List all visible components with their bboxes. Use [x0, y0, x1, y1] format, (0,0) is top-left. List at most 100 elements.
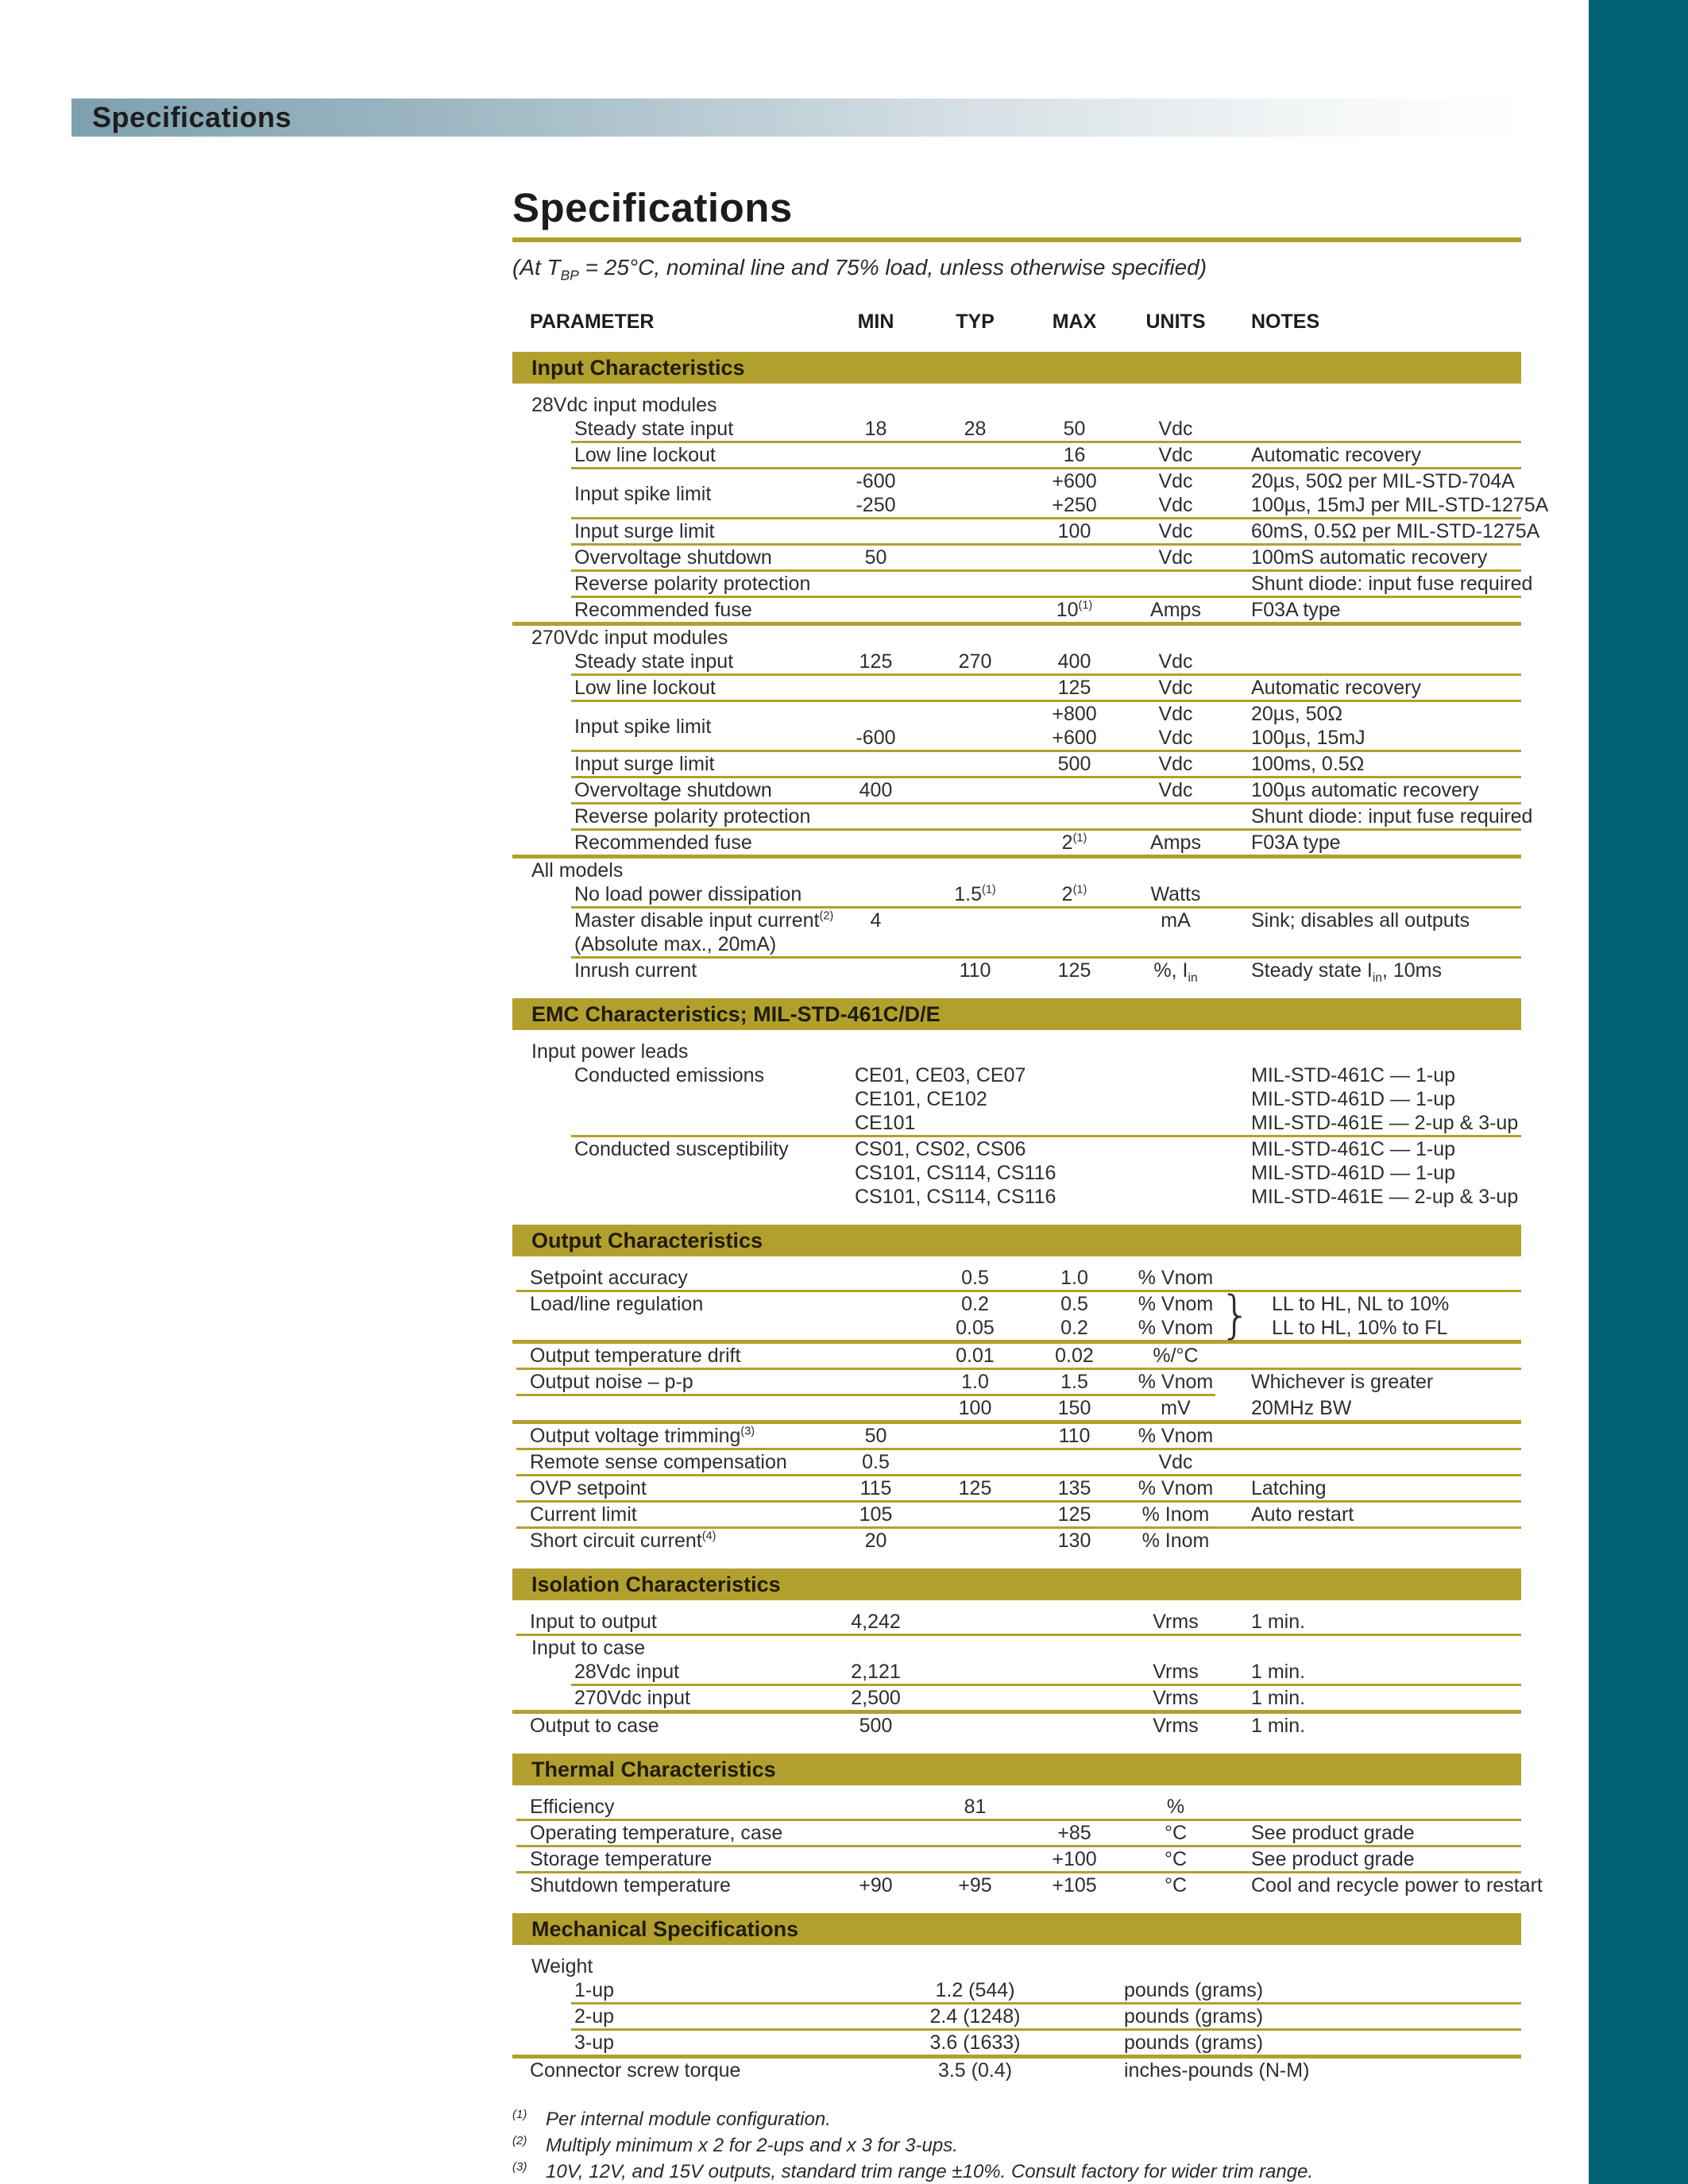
footnote: (3) 10V, 12V, and 15V outputs, standard t… [512, 2159, 1521, 2184]
row-separator [512, 1420, 1521, 1424]
parameter-cell: Master disable input current(2) [574, 909, 834, 932]
min-cell: 4 [870, 909, 882, 932]
notes-cell: 1 min. [1251, 1687, 1306, 1709]
table-row: Remote sense compensation 0.5 Vdc [512, 1450, 1521, 1476]
notes-cell: Whichever is greater [1251, 1371, 1434, 1393]
parameter-cell: Steady state input [574, 418, 734, 440]
parameter-cell: Low line lockout [574, 444, 716, 466]
units-cell: °C [1164, 1822, 1188, 1844]
units-cell: °C [1164, 1874, 1188, 1897]
typ-cell [925, 726, 1025, 750]
notes-cell [1227, 2059, 1521, 2082]
parameter-cell: OVP setpoint [530, 1477, 647, 1499]
units-cell: Vdc [1158, 650, 1193, 673]
units-cell: % Vnom [1138, 1425, 1214, 1447]
max-cell [1025, 2059, 1124, 2082]
row-separator [571, 700, 1521, 702]
notes-cell: 100mS automatic recovery [1251, 546, 1488, 569]
table-row: Load/line regulation 0.2 0.5% Vnom LL to HL… [512, 1286, 1521, 1345]
parameter-cell: Storage temperature [530, 1848, 713, 1870]
row-separator [512, 1340, 1521, 1344]
parameter-cell: 1-up [574, 1979, 615, 2001]
row-separator [571, 467, 1521, 469]
min-cell [826, 1266, 925, 1290]
parameter-cell: Current limit [530, 1503, 637, 1526]
max-cell: +100 [1052, 1848, 1097, 1870]
max-cell: +85 [1057, 1822, 1091, 1844]
min-cell [826, 805, 925, 828]
typ-cell: 81 [964, 1796, 987, 1818]
table-row: Output to case 500 Vrms 1 min. [512, 1714, 1521, 1738]
header-max: MAX [1052, 311, 1097, 333]
footnote-marker: (2) [512, 2134, 527, 2147]
notes-cell: Cool and recycle power to restart [1251, 1874, 1543, 1897]
min-cell: 125 [859, 650, 893, 673]
typ-cell [925, 1847, 1025, 1871]
units-cell: pounds (grams) [1124, 2005, 1264, 2028]
footnote-text: Multiply minimum x 2 for 2-ups and x 3 f… [546, 2135, 958, 2156]
table-row: Short circuit current(4) 20 130 % Inom [512, 1529, 1521, 1553]
table-row: OVP setpoint 115 125 135 % Vnom Latching [512, 1476, 1521, 1503]
notes-cell: Automatic recovery [1251, 677, 1421, 699]
page-title: Specifications [512, 185, 793, 230]
parameter-cell: Input to output [530, 1611, 657, 1633]
section-bar: EMC Characteristics; MIL-STD-461C/D/E [512, 998, 1521, 1030]
min-cell [826, 1847, 925, 1871]
typ-cell [925, 1450, 1025, 1474]
parameter-cell: Overvoltage shutdown [574, 779, 772, 801]
notes-cell [1227, 1978, 1521, 2002]
typ-cell [925, 1714, 1025, 1738]
table-row: Conducted emissions CE01, CE03, CE07 MIL-S… [512, 1063, 1521, 1137]
units-cell: % Vnom [1138, 1317, 1214, 1339]
spec-table: PARAMETER MIN TYP MAX UNITS NOTES Input … [512, 307, 1548, 2082]
row-separator [571, 750, 1521, 752]
units-cell: Vrms [1153, 1661, 1199, 1683]
min-cell: 50 [864, 546, 887, 569]
header-min: MIN [857, 311, 894, 333]
units-cell: % [1166, 1796, 1185, 1818]
notes-cell: 100µs automatic recovery [1251, 779, 1479, 801]
units-cell: Watts [1150, 883, 1201, 905]
units-cell [1124, 1063, 1227, 1087]
units-cell: Vrms [1153, 1687, 1199, 1709]
min-cell [826, 831, 925, 855]
max-cell: 1.0 [1060, 1267, 1088, 1289]
max-cell: 100 [1057, 520, 1091, 542]
table-group-row: 28Vdc input modules [512, 393, 1521, 417]
parameter-cell: Short circuit current(4) [530, 1530, 717, 1552]
parameter-cell: Conducted emissions [574, 1064, 765, 1086]
min-cell [826, 752, 925, 776]
units-cell: % Inom [1141, 1530, 1210, 1552]
min-cell [826, 702, 925, 726]
row-separator [571, 517, 1521, 519]
row-separator [516, 1634, 1521, 1636]
units-cell: Vdc [1158, 520, 1193, 542]
min-cell [826, 1292, 925, 1316]
max-cell: +600 [1052, 727, 1097, 749]
section-bar: Isolation Characteristics [512, 1569, 1521, 1600]
parameter-cell: Input spike limit [574, 716, 712, 738]
max-cell: 0.5 [1060, 1293, 1088, 1315]
units-cell: Vdc [1158, 1451, 1193, 1473]
min-cell: 2,500 [851, 1687, 901, 1709]
right-edge-band [1589, 0, 1688, 2184]
parameter-cell: Input surge limit [574, 753, 715, 775]
parameter-cell: Efficiency [530, 1796, 615, 1818]
header-typ: TYP [956, 311, 995, 333]
max-cell: +600 [1052, 470, 1097, 492]
partial-separator [516, 1394, 1215, 1396]
typ-cell [925, 572, 1025, 596]
title-rule [512, 237, 1521, 242]
parameter-cell: Conducted susceptibility [574, 1138, 789, 1160]
typ-cell [925, 909, 1025, 932]
table-row: 1-up 1.2 (544) pounds (grams) [512, 1978, 1521, 2005]
max-cell [1025, 572, 1124, 596]
value-code-cell: CE01, CE03, CE07 [855, 1064, 1026, 1086]
parameter-cell: Load/line regulation [530, 1293, 704, 1315]
max-cell: 1.5 [1060, 1371, 1088, 1393]
footnote: (2) Multiply minimum x 2 for 2-ups and x … [512, 2132, 1521, 2159]
typ-cell [925, 1660, 1025, 1684]
units-cell [1124, 572, 1227, 596]
max-cell: 130 [1057, 1530, 1091, 1552]
parameter-cell: 270Vdc input [574, 1687, 690, 1709]
